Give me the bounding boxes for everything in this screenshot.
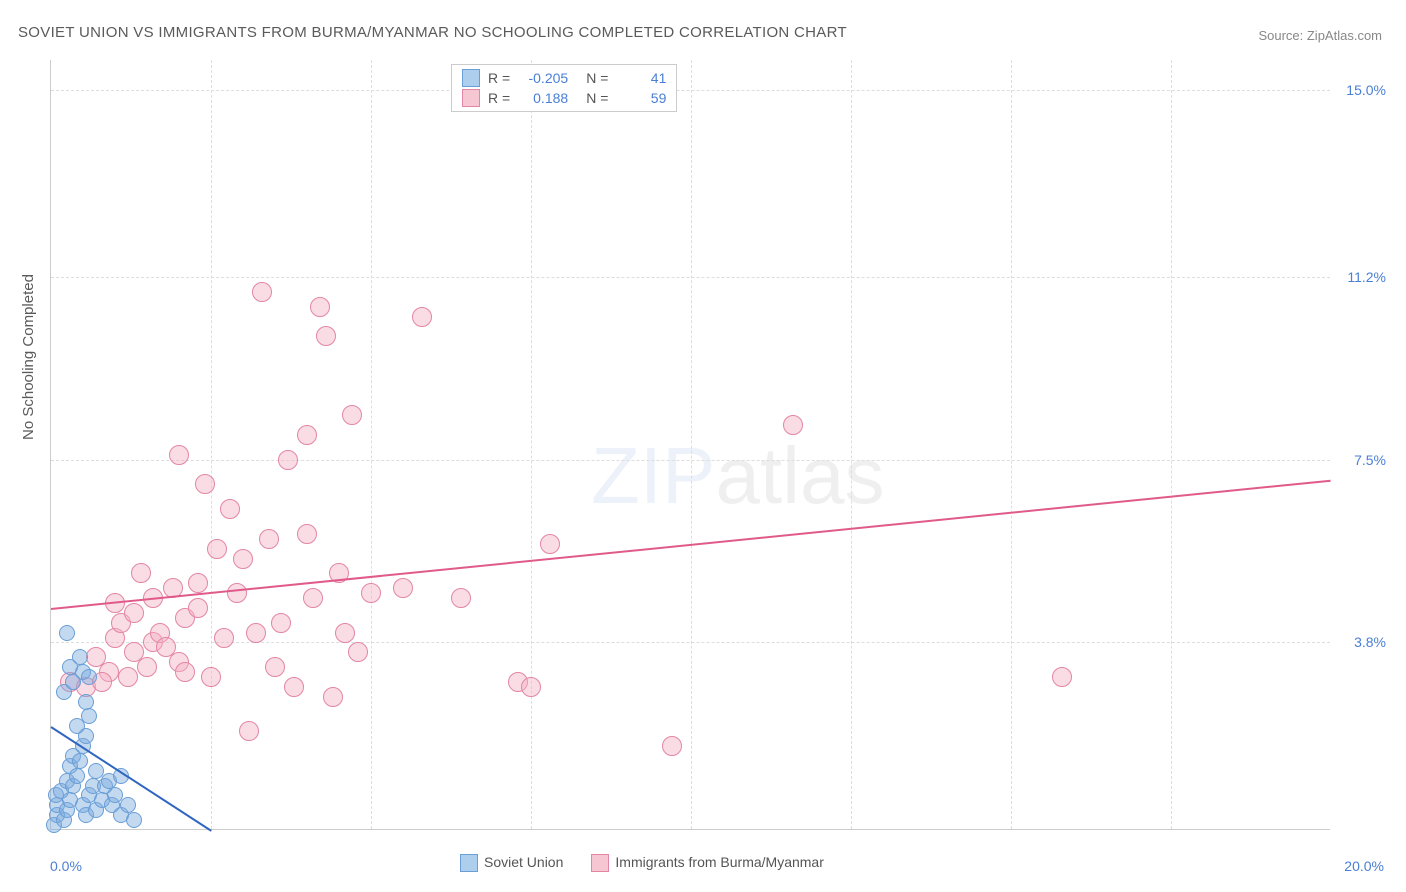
gridline-v [691, 60, 692, 829]
correlation-legend: R = -0.205 N = 41 R = 0.188 N = 59 [451, 64, 677, 112]
y-tick-label: 7.5% [1354, 452, 1386, 468]
series-a-point [72, 753, 88, 769]
series-b-point [131, 563, 151, 583]
legend-n-label: N = [586, 90, 608, 106]
series-a-point [59, 625, 75, 641]
series-b-point [175, 662, 195, 682]
gridline-v [531, 60, 532, 829]
series-b-point [361, 583, 381, 603]
plot-area: R =-0.205N =41R =0.188N =59 ZIPatlas 3.8… [50, 60, 1330, 830]
chart-title: SOVIET UNION VS IMMIGRANTS FROM BURMA/MY… [18, 24, 847, 41]
series-b-point [220, 499, 240, 519]
series-b-point [323, 687, 343, 707]
series-b-point [201, 667, 221, 687]
series-a-point [81, 669, 97, 685]
legend-row: R = 0.188 N = 59 [462, 89, 666, 107]
legend-r-label: R = [488, 90, 510, 106]
series-b-point [246, 623, 266, 643]
gridline-v [371, 60, 372, 829]
y-tick-label: 15.0% [1346, 82, 1386, 98]
series-b-point [342, 405, 362, 425]
legend-n-label: N = [586, 70, 608, 86]
series-b-point [207, 539, 227, 559]
series-a-point [126, 812, 142, 828]
legend-r-label: R = [488, 70, 510, 86]
series-b-point [521, 677, 541, 697]
series-b-point [662, 736, 682, 756]
series-b-point [278, 450, 298, 470]
legend-swatch [462, 69, 480, 87]
series-b-point [284, 677, 304, 697]
gridline-v [211, 60, 212, 829]
series-b-point [233, 549, 253, 569]
legend-row: R = -0.205 N = 41 [462, 69, 666, 87]
series-b-point [412, 307, 432, 327]
series-a-point [81, 708, 97, 724]
y-axis-label: No Schooling Completed [20, 274, 37, 440]
series-b-point [316, 326, 336, 346]
footer-swatch [460, 854, 478, 872]
gridline-v [851, 60, 852, 829]
series-b-point [259, 529, 279, 549]
series-b-point [188, 598, 208, 618]
footer-legend-label: Immigrants from Burma/Myanmar [615, 854, 823, 870]
watermark: ZIPatlas [591, 430, 884, 522]
footer-legend-item: Soviet Union [460, 854, 563, 872]
gridline-v [1011, 60, 1012, 829]
footer-legend-item: Immigrants from Burma/Myanmar [591, 854, 823, 872]
series-a-point [78, 694, 94, 710]
series-b-point [124, 603, 144, 623]
gridline-v [1171, 60, 1172, 829]
series-legend: Soviet Union Immigrants from Burma/Myanma… [460, 854, 824, 872]
series-b-point [451, 588, 471, 608]
series-b-point [252, 282, 272, 302]
series-b-point [783, 415, 803, 435]
series-b-point [265, 657, 285, 677]
x-axis-min-label: 0.0% [50, 858, 82, 874]
series-b-point [239, 721, 259, 741]
series-b-point [195, 474, 215, 494]
series-b-point [348, 642, 368, 662]
series-b-point [271, 613, 291, 633]
series-b-point [227, 583, 247, 603]
series-a-point [72, 649, 88, 665]
legend-n-value: 41 [616, 70, 666, 86]
y-tick-label: 3.8% [1354, 634, 1386, 650]
y-tick-label: 11.2% [1347, 269, 1386, 285]
series-b-point [214, 628, 234, 648]
series-b-point [540, 534, 560, 554]
series-b-point [297, 524, 317, 544]
series-b-point [118, 667, 138, 687]
series-b-point [86, 647, 106, 667]
source-label: Source: ZipAtlas.com [1258, 28, 1382, 43]
legend-n-value: 59 [616, 90, 666, 106]
series-b-point [137, 657, 157, 677]
x-axis-max-label: 20.0% [1344, 858, 1384, 874]
footer-legend-label: Soviet Union [484, 854, 563, 870]
series-b-point [393, 578, 413, 598]
legend-r-value: -0.205 [518, 70, 568, 86]
series-b-point [303, 588, 323, 608]
series-b-point [1052, 667, 1072, 687]
legend-r-value: 0.188 [518, 90, 568, 106]
footer-swatch [591, 854, 609, 872]
series-b-point [310, 297, 330, 317]
series-b-point [169, 445, 189, 465]
series-b-point [188, 573, 208, 593]
legend-swatch [462, 89, 480, 107]
series-b-point [297, 425, 317, 445]
series-a-point [69, 768, 85, 784]
series-a-point [120, 797, 136, 813]
series-b-point [335, 623, 355, 643]
